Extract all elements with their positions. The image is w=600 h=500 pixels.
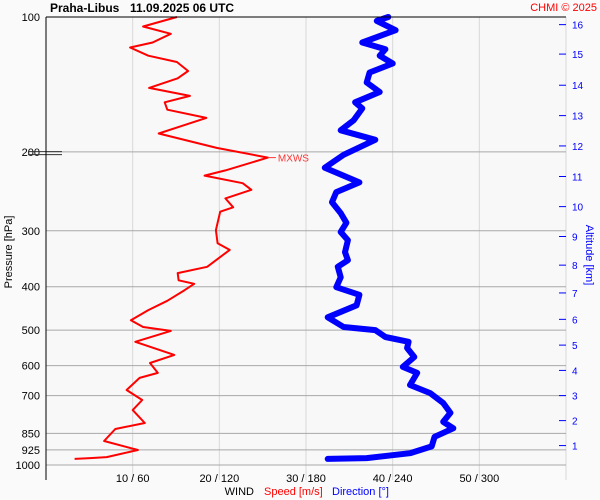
pressure-tick-label: 700 [22,391,40,403]
pressure-tick-label: 400 [22,282,40,294]
pressure-tick-label: 500 [22,325,40,337]
direction-series-line [321,14,457,462]
altitude-tick-label: 4 [572,366,578,377]
pressure-tick-label: 1000 [16,460,40,472]
altitude-tick-label: 9 [572,233,578,244]
station-name: Praha-Libus [50,1,120,15]
altitude-tick-label: 5 [572,341,578,352]
altitude-tick-label: 6 [572,315,578,326]
altitude-tick-label: 7 [572,289,578,300]
y-axis-label: Pressure [hPa] [3,216,15,289]
altitude-tick-label: 15 [572,50,584,61]
x-tick-label: 20 / 120 [199,473,239,485]
altitude-tick-label: 10 [572,203,584,214]
pressure-tick-label: 600 [22,361,40,373]
altitude-tick-label: 11 [572,172,583,183]
pressure-tick-label: 100 [22,12,40,24]
altitude-tick-label: 13 [572,112,584,123]
x-tick-label: 10 / 60 [116,473,150,485]
x-tick-label: 40 / 240 [373,473,413,485]
y2-axis-label: Altitude [km] [583,225,595,286]
pressure-tick-label: 925 [22,445,40,457]
altitude-tick-label: 2 [572,417,578,428]
pressure-tick-label: 200 [22,147,40,159]
altitude-tick-label: 14 [572,81,584,92]
sounding-datetime: 11.09.2025 06 UTC [130,1,234,15]
pressure-tick-label: 850 [22,428,40,440]
altitude-tick-label: 12 [572,142,584,153]
pressure-tick-label: 300 [22,226,40,238]
x-label-wind: WIND [225,486,254,498]
altitude-tick-label: 1 [572,442,578,453]
x-label-speed: Speed [m/s] [264,486,323,498]
altitude-tick-label: 3 [572,392,578,403]
altitude-tick-label: 16 [572,21,584,32]
altitude-tick-label: 8 [572,261,578,272]
speed-series-line [74,16,269,460]
x-label-direction: Direction [°] [332,486,389,498]
copyright: CHMI © 2025 [530,2,597,14]
x-tick-label: 30 / 180 [286,473,326,485]
x-tick-label: 50 / 300 [459,473,499,485]
mxws-annotation: MXWS [278,154,309,165]
